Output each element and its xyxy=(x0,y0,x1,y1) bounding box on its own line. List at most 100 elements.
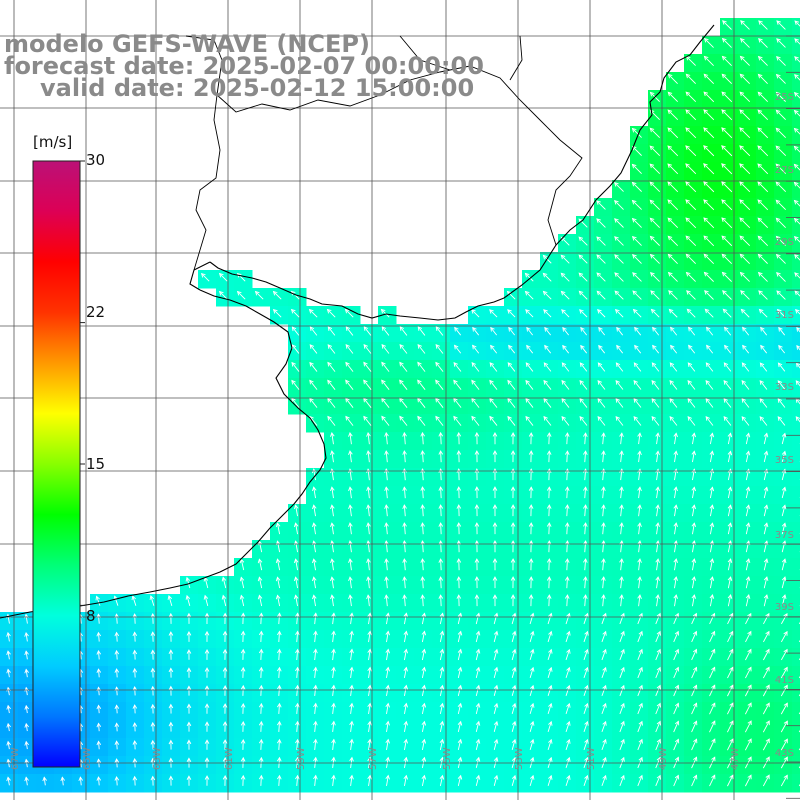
wind-arrow xyxy=(727,558,733,571)
wind-arrow xyxy=(493,612,499,625)
wind-arrow xyxy=(311,486,317,499)
wind-arrow xyxy=(204,703,210,714)
wind-arrow xyxy=(562,344,570,354)
wind-arrow xyxy=(724,326,732,336)
colorbar-unit-label: [m/s] xyxy=(33,133,73,151)
wind-arrow xyxy=(757,163,769,175)
wind-arrow xyxy=(168,721,174,732)
wind-arrow xyxy=(313,666,318,679)
wind-arrow xyxy=(619,648,625,661)
wind-arrow xyxy=(403,666,409,679)
wind-arrow xyxy=(420,558,425,571)
wind-arrow xyxy=(489,415,498,426)
wind-arrow xyxy=(739,145,751,157)
wind-arrow xyxy=(744,702,752,715)
wind-arrow xyxy=(560,254,570,264)
wind-arrow xyxy=(633,416,642,426)
wind-arrow xyxy=(741,416,750,426)
wind-arrow xyxy=(186,739,192,750)
wind-arrow xyxy=(367,666,372,679)
wind-arrow xyxy=(703,199,715,211)
wind-arrow xyxy=(742,344,750,354)
wind-arrow xyxy=(221,576,227,589)
wind-arrow xyxy=(367,630,372,643)
wind-arrow xyxy=(258,774,264,786)
wind-arrow xyxy=(721,217,733,229)
coastline-north xyxy=(209,24,715,321)
wind-arrow xyxy=(793,91,800,99)
wind-arrow xyxy=(456,486,462,499)
wind-arrow xyxy=(309,326,318,336)
wind-arrow xyxy=(691,504,697,517)
wind-arrow xyxy=(330,594,335,607)
wind-arrow xyxy=(691,450,697,463)
speed-cell xyxy=(792,90,800,109)
wind-arrow xyxy=(583,720,589,733)
wind-arrow xyxy=(456,558,462,571)
wind-arrow xyxy=(709,450,715,463)
wind-arrow xyxy=(777,398,786,408)
wind-arrow xyxy=(507,309,516,318)
border-line xyxy=(399,35,451,71)
wind-arrow xyxy=(667,271,678,282)
wind-arrow xyxy=(691,684,698,697)
wind-arrow xyxy=(634,344,642,354)
wind-arrow xyxy=(673,504,678,517)
wind-arrow xyxy=(420,504,425,517)
wind-arrow xyxy=(709,576,715,589)
wind-arrow xyxy=(402,540,407,553)
wind-arrow xyxy=(780,666,788,679)
wind-arrow xyxy=(762,666,770,679)
wind-arrow xyxy=(421,648,427,661)
longitude-label: 55W xyxy=(442,747,453,770)
wind-arrow xyxy=(596,254,606,264)
wind-arrow xyxy=(619,594,624,607)
wind-arrow xyxy=(637,594,642,607)
wind-arrow xyxy=(655,684,661,697)
wind-arrow xyxy=(399,379,408,390)
wind-arrow xyxy=(381,361,390,372)
wind-arrow xyxy=(313,630,318,643)
wind-arrow xyxy=(673,684,680,697)
wind-arrow xyxy=(150,631,156,642)
wind-arrow xyxy=(763,450,769,463)
wind-arrow xyxy=(349,630,354,643)
wind-arrow xyxy=(762,702,770,715)
wind-arrow xyxy=(526,326,534,336)
wind-arrow xyxy=(349,774,354,787)
wind-arrow xyxy=(793,127,800,135)
wind-arrow xyxy=(578,236,588,246)
wind-arrow xyxy=(492,594,498,607)
wind-arrow xyxy=(6,722,11,732)
wind-arrow xyxy=(649,127,661,139)
longitude-label: 47W xyxy=(730,747,741,770)
speed-cell xyxy=(792,738,800,757)
wind-arrow xyxy=(546,540,552,553)
wind-arrow xyxy=(471,362,480,372)
wind-arrow xyxy=(721,91,733,103)
wind-arrow xyxy=(775,217,786,228)
wind-arrow xyxy=(685,235,697,247)
wind-arrow xyxy=(367,684,372,697)
wind-arrow xyxy=(402,576,407,589)
wind-arrow xyxy=(637,486,642,499)
wind-arrow xyxy=(704,308,714,318)
wind-arrow xyxy=(709,666,716,679)
wind-arrow xyxy=(561,309,570,318)
wind-arrow xyxy=(345,361,354,372)
wind-arrow xyxy=(456,540,462,553)
speed-cell xyxy=(792,576,800,595)
wind-arrow xyxy=(132,631,138,642)
wind-arrow xyxy=(745,576,751,589)
wind-arrow xyxy=(366,594,371,607)
wind-arrow xyxy=(673,522,678,535)
wind-arrow xyxy=(511,720,517,733)
colorbar-label-bg xyxy=(28,126,82,160)
wind-arrow xyxy=(327,361,336,372)
wind-arrow xyxy=(727,486,733,499)
wind-arrow xyxy=(114,740,120,750)
wind-arrow xyxy=(403,612,409,625)
wind-arrow xyxy=(435,415,444,426)
wind-arrow xyxy=(776,272,786,282)
wind-arrow xyxy=(723,379,732,390)
